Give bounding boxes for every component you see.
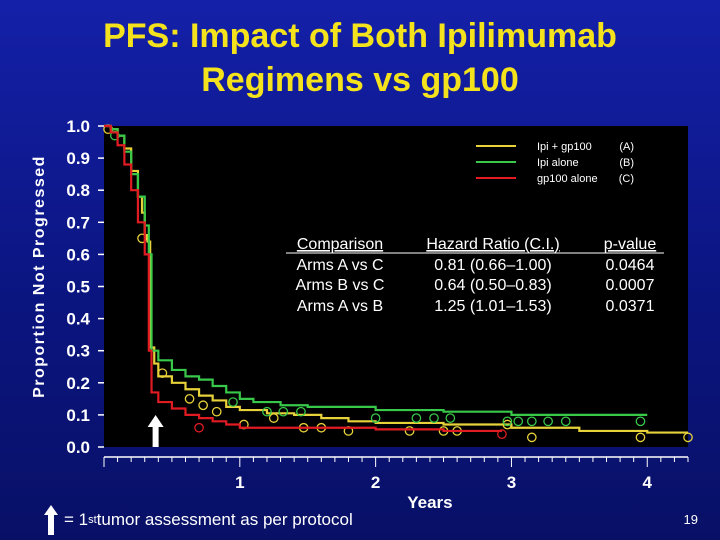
y-tick-label: 0.2 bbox=[66, 374, 90, 393]
assessment-arrow-shaft bbox=[152, 427, 159, 447]
censor-mark bbox=[543, 416, 553, 427]
x-tick-label: 2 bbox=[371, 473, 380, 492]
censor-mark bbox=[194, 422, 204, 433]
censor-mark bbox=[445, 413, 456, 423]
censor-mark bbox=[683, 432, 693, 443]
x-tick-label: 3 bbox=[507, 473, 516, 492]
x-axis-label: Years bbox=[407, 493, 452, 512]
title-line-2: Regimens vs gp100 bbox=[201, 61, 519, 99]
censor-mark bbox=[157, 368, 168, 379]
table-cell: 0.0371 bbox=[606, 298, 655, 315]
censor-mark bbox=[560, 416, 571, 427]
page-number: 19 bbox=[683, 512, 698, 527]
y-tick-label: 1.0 bbox=[66, 117, 90, 136]
table-cell: Arms B vs C bbox=[296, 277, 385, 294]
table-header: Comparison bbox=[297, 236, 383, 253]
censor-mark bbox=[411, 413, 422, 423]
up-arrow-icon bbox=[44, 505, 58, 535]
y-tick-label: 0.9 bbox=[66, 149, 90, 168]
footnote-superscript: st bbox=[88, 514, 97, 526]
censor-mark bbox=[526, 416, 537, 427]
table-cell: 0.64 (0.50–0.83) bbox=[434, 277, 551, 294]
censor-mark bbox=[497, 429, 507, 440]
series-line-3 bbox=[104, 124, 502, 433]
table-cell: 1.25 (1.01–1.53) bbox=[434, 298, 551, 315]
censor-mark bbox=[262, 406, 272, 417]
y-tick-label: 0.4 bbox=[66, 310, 90, 329]
censor-mark bbox=[429, 413, 439, 423]
table-header: p-value bbox=[604, 236, 657, 253]
legend-arm-1: (A) bbox=[619, 141, 634, 153]
series-line-2 bbox=[104, 124, 648, 416]
censor-mark bbox=[137, 233, 147, 244]
censor-mark bbox=[502, 416, 513, 427]
x-tick-label: 4 bbox=[643, 473, 653, 492]
legend-arm-3: (C) bbox=[619, 173, 634, 185]
legend-name-1: Ipi + gp100 bbox=[537, 141, 592, 153]
legend-name-2: Ipi alone bbox=[537, 157, 579, 169]
y-tick-label: 0.6 bbox=[66, 245, 90, 264]
y-tick-label: 0.3 bbox=[66, 342, 90, 361]
table-cell: 0.81 (0.66–1.00) bbox=[434, 257, 551, 274]
assessment-arrow-head bbox=[147, 415, 164, 427]
y-tick-label: 0.7 bbox=[66, 213, 90, 232]
table-cell: 0.0007 bbox=[606, 277, 655, 294]
censor-mark bbox=[184, 393, 195, 404]
censor-mark bbox=[404, 426, 415, 436]
y-tick-label: 0.1 bbox=[66, 406, 90, 425]
legend-arm-2: (B) bbox=[619, 157, 634, 169]
censor-mark bbox=[635, 416, 646, 427]
table-cell: Arms A vs C bbox=[296, 257, 383, 274]
censor-mark bbox=[278, 406, 289, 417]
censor-mark bbox=[198, 400, 208, 411]
censor-mark bbox=[513, 416, 524, 427]
censor-mark bbox=[370, 413, 381, 423]
table-cell: 0.0464 bbox=[606, 257, 655, 274]
y-tick-label: 0.5 bbox=[66, 278, 90, 297]
censor-mark bbox=[268, 413, 279, 423]
censor-mark bbox=[211, 406, 222, 417]
legend-name-3: gp100 alone bbox=[537, 173, 598, 185]
x-tick-label: 1 bbox=[235, 473, 244, 492]
y-tick-label: 0.0 bbox=[66, 438, 90, 457]
plot-area bbox=[104, 126, 688, 447]
footnote-text-2: tumor assessment as per protocol bbox=[96, 510, 353, 529]
footnote-text-1: = 1 bbox=[64, 510, 89, 529]
censor-mark bbox=[296, 406, 306, 417]
censor-mark bbox=[502, 419, 513, 430]
y-axis-label: Proportion Not Progressed bbox=[31, 155, 48, 398]
series-line-1 bbox=[104, 124, 688, 434]
table-cell: Arms A vs B bbox=[297, 298, 383, 315]
censor-mark bbox=[635, 432, 646, 443]
table-header: Hazard Ratio (C.I.) bbox=[426, 236, 559, 253]
y-tick-label: 0.8 bbox=[66, 181, 90, 200]
censor-mark bbox=[526, 432, 537, 443]
title-line-1: PFS: Impact of Both Ipilimumab bbox=[103, 17, 617, 55]
censor-mark bbox=[228, 397, 238, 407]
slide-title: PFS: Impact of Both Ipilimumab Regimens … bbox=[40, 14, 680, 102]
